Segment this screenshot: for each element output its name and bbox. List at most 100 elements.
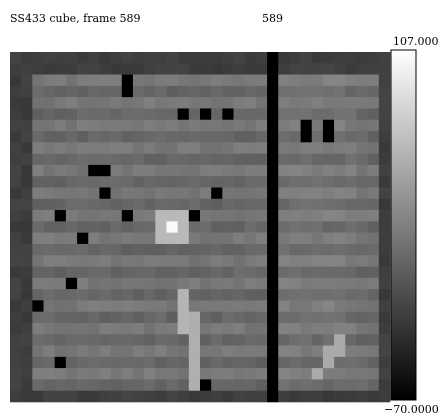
pixel xyxy=(334,266,346,279)
pixel xyxy=(334,311,346,324)
pixel xyxy=(121,289,134,301)
pixel xyxy=(200,97,212,109)
pixel xyxy=(244,142,257,154)
pixel xyxy=(267,164,279,177)
pixel xyxy=(43,198,56,211)
pixel xyxy=(345,255,357,267)
pixel xyxy=(244,390,257,403)
pixel xyxy=(65,108,78,121)
pixel xyxy=(166,52,178,64)
pixel xyxy=(278,142,290,154)
pixel xyxy=(233,108,246,121)
pixel xyxy=(99,210,111,222)
pixel xyxy=(367,322,380,335)
pixel xyxy=(144,300,156,312)
pixel xyxy=(222,119,234,132)
pixel xyxy=(77,221,89,233)
pixel xyxy=(166,232,178,245)
pixel xyxy=(267,210,279,222)
pixel xyxy=(144,255,156,267)
pixel xyxy=(255,356,268,369)
pixel xyxy=(289,232,301,245)
pixel xyxy=(132,108,145,121)
pixel xyxy=(188,300,201,312)
pixel xyxy=(367,108,380,121)
pixel xyxy=(345,266,357,279)
pixel xyxy=(110,311,123,324)
pixel xyxy=(188,131,201,143)
pixel xyxy=(21,97,33,109)
pixel xyxy=(65,277,78,290)
pixel xyxy=(289,119,301,132)
pixel xyxy=(21,52,33,64)
pixel xyxy=(233,356,246,369)
pixel xyxy=(222,210,234,222)
pixel xyxy=(110,131,123,143)
pixel xyxy=(188,63,201,75)
pixel xyxy=(99,368,111,380)
pixel xyxy=(155,334,167,346)
pixel xyxy=(334,74,346,87)
pixel xyxy=(322,153,335,166)
pixel xyxy=(121,63,134,75)
pixel xyxy=(367,289,380,301)
pixel xyxy=(188,74,201,87)
pixel xyxy=(255,176,268,188)
pixel xyxy=(188,266,201,279)
pixel xyxy=(367,210,380,222)
pixel xyxy=(244,255,257,267)
pixel xyxy=(322,255,335,267)
pixel xyxy=(322,289,335,301)
pixel xyxy=(289,176,301,188)
pixel xyxy=(21,63,33,75)
pixel xyxy=(289,131,301,143)
pixel xyxy=(166,74,178,87)
pixel xyxy=(311,131,324,143)
pixel xyxy=(289,379,301,392)
pixel xyxy=(334,289,346,301)
pixel xyxy=(311,379,324,392)
pixel xyxy=(267,221,279,233)
pixel xyxy=(132,277,145,290)
pixel xyxy=(367,255,380,267)
pixel xyxy=(211,108,223,121)
pixel xyxy=(177,164,190,177)
pixel xyxy=(300,97,313,109)
pixel xyxy=(255,52,268,64)
pixel xyxy=(322,322,335,335)
pixel xyxy=(54,85,67,98)
pixel xyxy=(121,322,134,335)
pixel xyxy=(121,119,134,132)
pixel xyxy=(311,390,324,403)
pixel xyxy=(334,97,346,109)
pixel xyxy=(99,243,111,256)
pixel xyxy=(345,277,357,290)
pixel xyxy=(311,187,324,200)
pixel xyxy=(32,176,44,188)
pixel xyxy=(144,289,156,301)
pixel xyxy=(244,108,257,121)
pixel xyxy=(267,232,279,245)
pixel xyxy=(188,390,201,403)
pixel xyxy=(300,232,313,245)
pixel xyxy=(166,153,178,166)
pixel xyxy=(21,232,33,245)
pixel xyxy=(110,232,123,245)
pixel xyxy=(155,289,167,301)
pixel xyxy=(267,85,279,98)
pixel xyxy=(244,379,257,392)
pixel xyxy=(65,345,78,358)
pixel xyxy=(356,368,368,380)
pixel xyxy=(188,289,201,301)
pixel xyxy=(345,119,357,132)
pixel xyxy=(356,52,368,64)
pixel xyxy=(378,119,391,132)
pixel xyxy=(155,85,167,98)
pixel xyxy=(21,164,33,177)
pixel xyxy=(43,74,56,87)
pixel xyxy=(88,322,100,335)
pixel xyxy=(65,198,78,211)
pixel xyxy=(99,63,111,75)
pixel xyxy=(54,164,67,177)
